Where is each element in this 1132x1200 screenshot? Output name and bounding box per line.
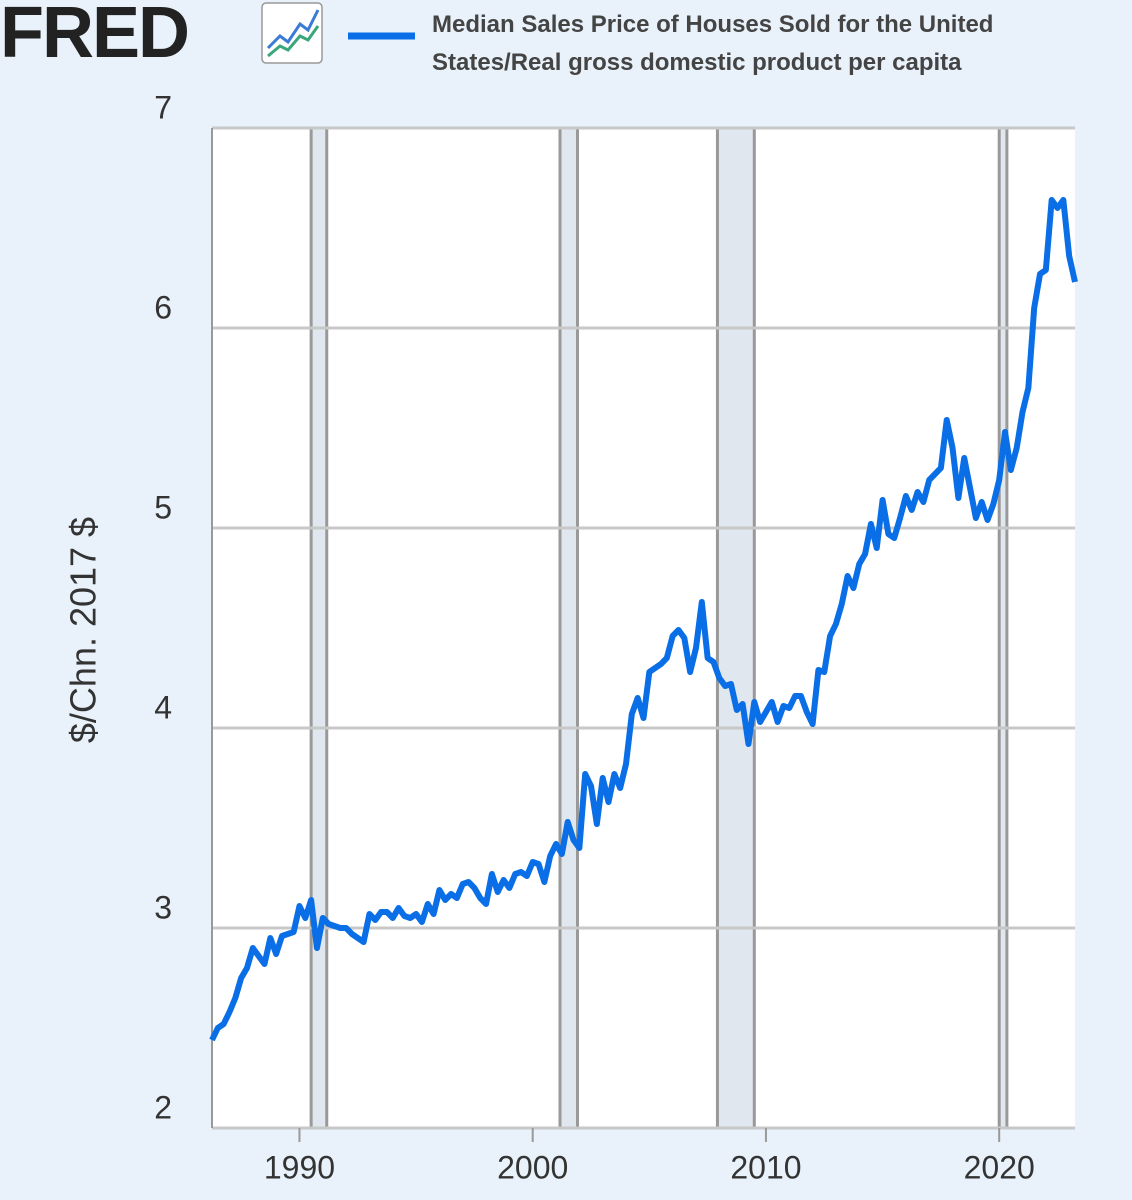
- y-tick-label: 2: [154, 1089, 172, 1125]
- recession-band: [559, 128, 578, 1128]
- legend-label: Median Sales Price of Houses Sold for th…: [432, 11, 994, 76]
- plot-area: [212, 128, 1075, 1128]
- x-tick-label: 2000: [497, 1149, 568, 1185]
- recession-band: [999, 128, 1007, 1128]
- y-axis-label: $/Chn. 2017 $: [63, 517, 104, 743]
- y-tick-label: 5: [154, 489, 172, 525]
- fred-icon: [261, 2, 323, 64]
- recession-band: [717, 128, 755, 1128]
- y-tick-label: 6: [154, 289, 172, 325]
- y-tick-label: 4: [154, 689, 172, 725]
- logo: FRED: [0, 0, 190, 73]
- y-tick-label: 7: [154, 89, 172, 125]
- data-line: [209, 197, 1078, 1042]
- recession-band: [311, 128, 327, 1128]
- x-tick-label: 1990: [264, 1149, 335, 1185]
- x-tick-label: 2020: [964, 1149, 1035, 1185]
- x-tick-label: 2010: [730, 1149, 801, 1185]
- y-tick-label: 3: [154, 889, 172, 925]
